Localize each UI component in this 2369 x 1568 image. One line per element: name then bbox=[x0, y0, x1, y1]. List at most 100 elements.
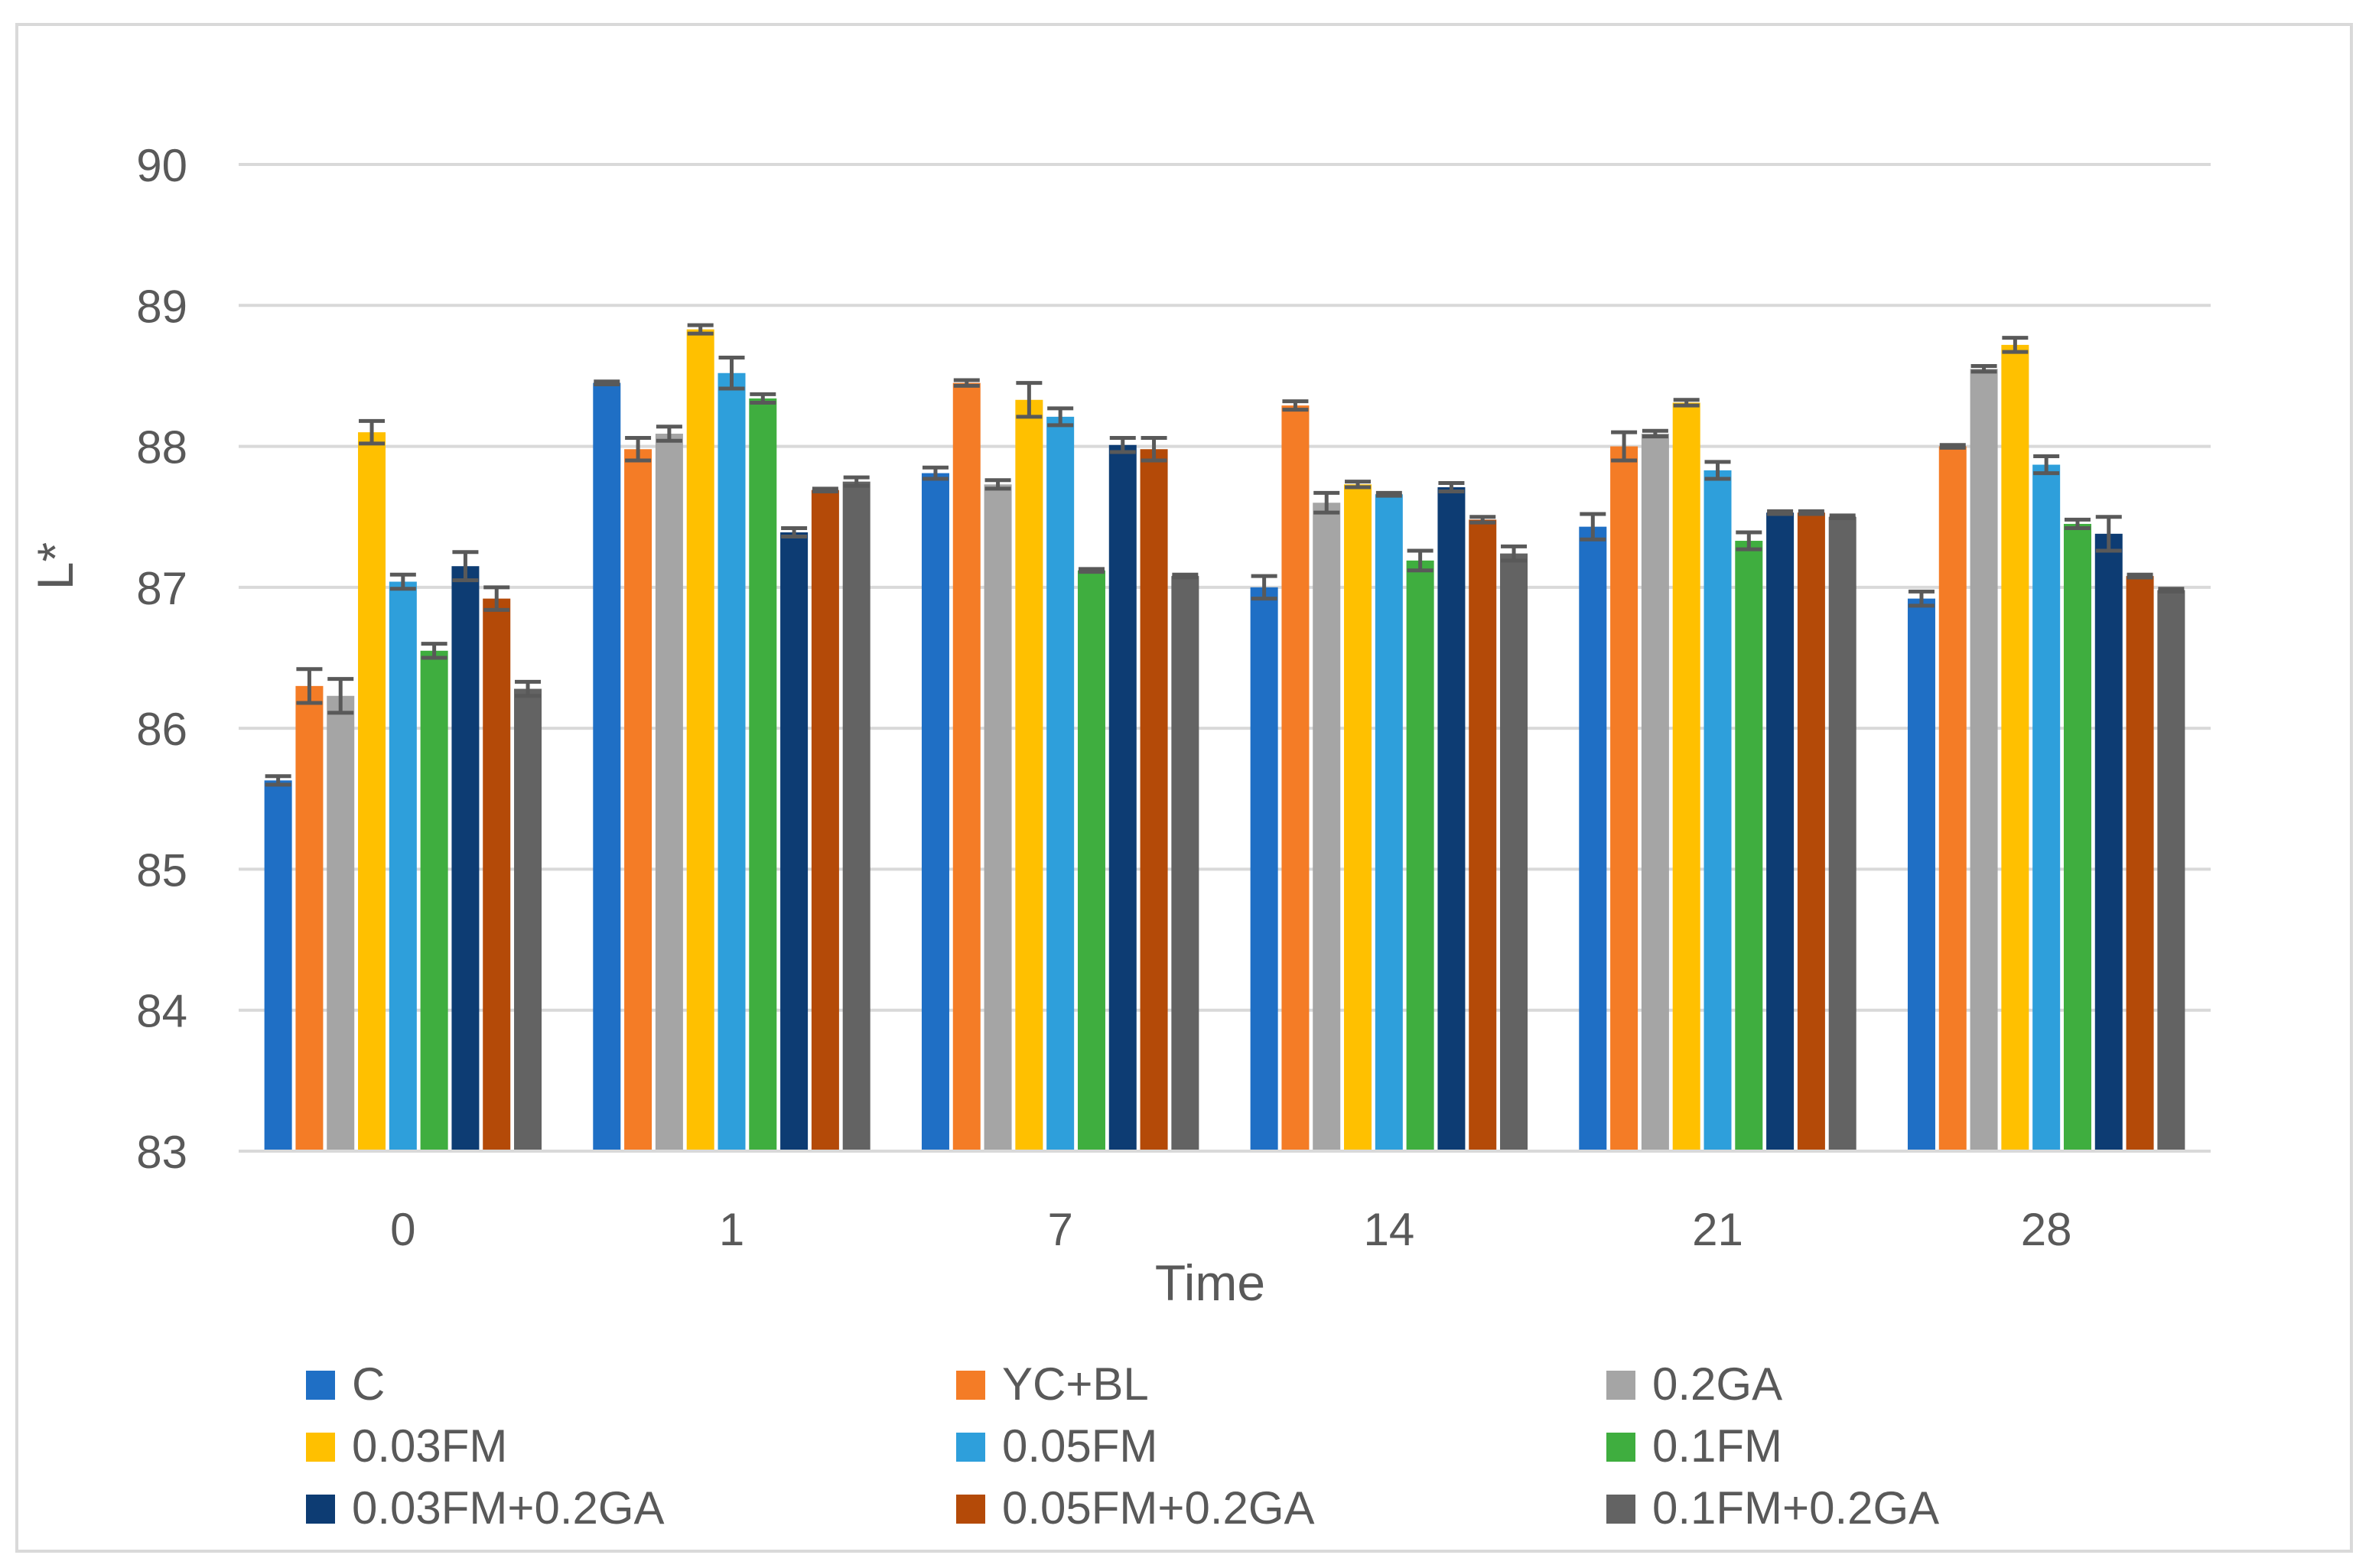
bar bbox=[593, 382, 621, 1152]
error-bar bbox=[296, 667, 323, 705]
bar bbox=[1907, 598, 1935, 1151]
error-bar bbox=[1580, 512, 1606, 542]
error-bar bbox=[656, 425, 682, 443]
error-bar bbox=[1141, 436, 1167, 463]
error-bar bbox=[812, 486, 838, 494]
error-bar bbox=[1407, 548, 1433, 573]
error-bar bbox=[1908, 589, 1935, 608]
legend-swatch bbox=[1606, 1495, 1635, 1524]
legend-swatch bbox=[306, 1371, 335, 1400]
bar bbox=[749, 398, 777, 1151]
bar bbox=[1015, 399, 1043, 1151]
error-bar bbox=[1939, 443, 1966, 450]
bar bbox=[2094, 533, 2123, 1151]
error-bar bbox=[687, 323, 714, 336]
error-bar bbox=[1673, 398, 1700, 408]
error-bar bbox=[2127, 572, 2153, 580]
bar bbox=[686, 329, 714, 1152]
bar bbox=[1500, 553, 1528, 1151]
x-tick-label: 28 bbox=[2021, 1204, 2072, 1255]
bar bbox=[718, 372, 746, 1151]
legend-item: C bbox=[306, 1358, 385, 1410]
y-axis-title: L* bbox=[27, 542, 83, 590]
legend-item: YC+BL bbox=[956, 1358, 1149, 1410]
error-bar bbox=[389, 572, 416, 591]
error-bar bbox=[2158, 587, 2185, 594]
error-bar bbox=[781, 525, 808, 539]
bar bbox=[921, 473, 949, 1151]
legend-label: YC+BL bbox=[1002, 1358, 1149, 1410]
error-bar bbox=[1611, 430, 1638, 463]
bar bbox=[1938, 446, 1967, 1151]
bar bbox=[624, 449, 652, 1151]
bar bbox=[1140, 449, 1168, 1151]
bar bbox=[2157, 590, 2185, 1151]
error-bar bbox=[1736, 530, 1762, 551]
error-bar bbox=[1345, 480, 1372, 490]
legend-item: 0.05FM+0.2GA bbox=[956, 1482, 1315, 1534]
error-bar bbox=[483, 585, 510, 612]
bar bbox=[1610, 446, 1638, 1151]
legend-item: 0.1FM+0.2GA bbox=[1606, 1482, 1939, 1534]
x-axis-title: Time bbox=[1155, 1254, 1265, 1311]
error-bar bbox=[2095, 515, 2122, 553]
error-bar bbox=[2064, 517, 2091, 530]
error-bar bbox=[1767, 509, 1794, 516]
error-bar bbox=[1282, 399, 1309, 412]
bar bbox=[1281, 405, 1310, 1151]
error-bar bbox=[1438, 480, 1465, 494]
bar bbox=[1313, 503, 1341, 1151]
bar bbox=[1406, 560, 1434, 1151]
error-bar bbox=[1970, 364, 1997, 374]
bar bbox=[1735, 541, 1763, 1151]
error-bar bbox=[750, 392, 776, 405]
y-tick-label: 89 bbox=[136, 281, 187, 332]
bar bbox=[1046, 416, 1075, 1151]
bar bbox=[483, 598, 511, 1151]
bar bbox=[984, 484, 1012, 1151]
bar bbox=[1437, 487, 1466, 1151]
legend: C YC+BL 0.2GA 0.03FM 0.05FM 0.1FM 0.03FM+0.2GA… bbox=[306, 1358, 1939, 1534]
bar bbox=[952, 382, 981, 1152]
legend-item: 0.1FM bbox=[1606, 1420, 1782, 1472]
y-tick-label: 86 bbox=[136, 704, 187, 755]
legend-item: 0.05FM bbox=[956, 1420, 1157, 1472]
error-bar bbox=[1313, 490, 1340, 515]
error-bar bbox=[718, 355, 745, 391]
legend-item: 0.2GA bbox=[1606, 1358, 1782, 1410]
error-bar bbox=[1501, 544, 1528, 563]
bar bbox=[1108, 444, 1137, 1151]
error-bar bbox=[1829, 513, 1856, 521]
bar bbox=[1797, 512, 1825, 1151]
bar bbox=[1970, 369, 1998, 1151]
error-bar bbox=[1375, 490, 1402, 498]
bar bbox=[1579, 526, 1607, 1151]
bar bbox=[1766, 512, 1795, 1151]
legend-item: 0.03FM+0.2GA bbox=[306, 1482, 665, 1534]
bar bbox=[327, 695, 355, 1151]
y-tick-label: 84 bbox=[136, 986, 187, 1037]
bar bbox=[451, 566, 480, 1151]
y-tick-label: 85 bbox=[136, 844, 187, 896]
legend-label: 0.1FM+0.2GA bbox=[1652, 1482, 1939, 1534]
error-bar bbox=[984, 478, 1011, 491]
legend-label: 0.2GA bbox=[1652, 1358, 1782, 1410]
legend-label: 0.03FM+0.2GA bbox=[352, 1482, 665, 1534]
legend-swatch bbox=[1606, 1433, 1635, 1462]
bar bbox=[389, 581, 417, 1151]
error-bar bbox=[359, 418, 386, 446]
error-bar bbox=[1251, 574, 1277, 601]
bar bbox=[1704, 470, 1732, 1151]
x-axis-tick-labels: 0 1 7 14 21 28 bbox=[390, 1204, 2071, 1255]
error-bar bbox=[1469, 515, 1496, 525]
bar bbox=[1375, 494, 1403, 1151]
x-tick-label: 14 bbox=[1363, 1204, 1414, 1255]
y-tick-label: 87 bbox=[136, 563, 187, 614]
bar bbox=[514, 688, 542, 1151]
legend-label: 0.1FM bbox=[1652, 1420, 1782, 1472]
bar bbox=[2063, 523, 2091, 1151]
error-bar bbox=[452, 550, 479, 583]
error-bar bbox=[594, 379, 620, 386]
bar bbox=[655, 433, 683, 1151]
